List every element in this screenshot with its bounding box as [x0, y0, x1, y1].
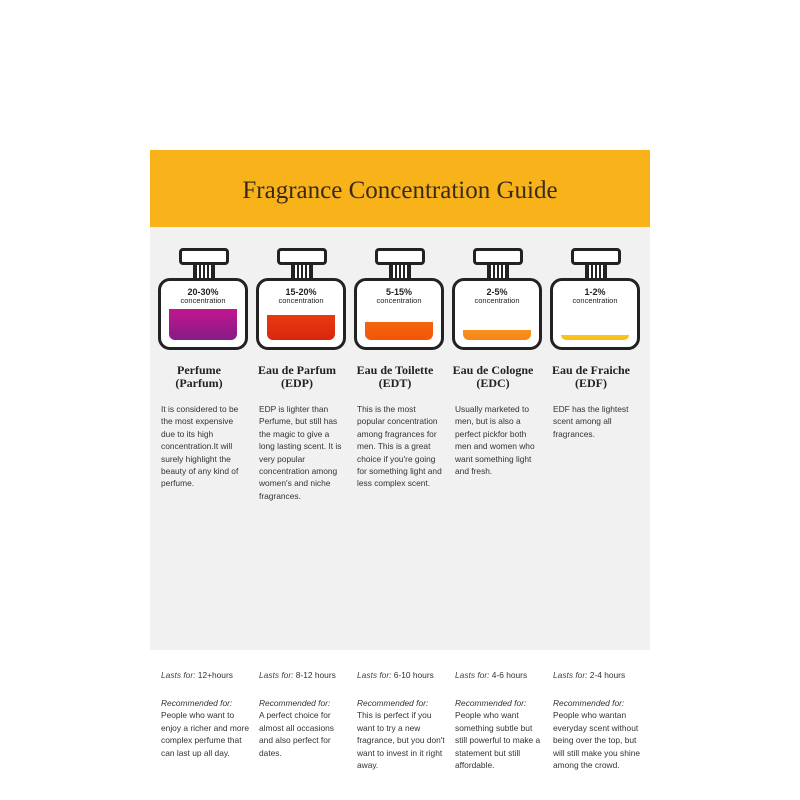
- concentration-percent: 5-15%: [385, 287, 412, 297]
- recommended-label: Recommended for:: [357, 698, 429, 708]
- fragrance-column: 2-5% concentration Eau de Cologne (EDC) U…: [444, 245, 542, 770]
- lasts-label: Lasts for:: [553, 670, 588, 680]
- lasts-label: Lasts for:: [455, 670, 490, 680]
- liquid-level: [365, 322, 433, 340]
- name-text: Eau de Cologne: [452, 363, 534, 377]
- fragrance-column: 15-20% concentration Eau de Parfum (EDP) …: [248, 245, 346, 758]
- fragrance-column: 20-30% concentration Perfume (Parfum) It …: [150, 245, 249, 758]
- recommended-label: Recommended for:: [259, 698, 331, 708]
- name-text: Perfume: [177, 363, 221, 377]
- fragrance-name: Eau de Cologne (EDC): [444, 364, 542, 394]
- recommended-label: Recommended for:: [553, 698, 625, 708]
- fragrance-column: 5-15% concentration Eau de Toilette (EDT)…: [346, 245, 445, 770]
- recommended-for: Recommended for: People who want somethin…: [455, 697, 545, 771]
- lasts-for: Lasts for: 6-10 hours: [357, 670, 434, 680]
- fragrance-column: 1-2% concentration Eau de Fraiche (EDF) E…: [542, 245, 640, 770]
- fragrance-name: Perfume (Parfum): [150, 364, 248, 394]
- bottle-neck: [291, 265, 313, 279]
- bottle-cap: [473, 248, 523, 265]
- description: It is considered to be the most expensiv…: [161, 404, 239, 489]
- recommended-for: Recommended for: People who want to enjoy…: [161, 697, 251, 759]
- lasts-label: Lasts for:: [259, 670, 294, 680]
- concentration-label: concentration: [376, 296, 422, 305]
- concentration-label: concentration: [474, 296, 520, 305]
- description: EDF has the lightest scent among all fra…: [553, 404, 629, 439]
- perfume-bottle-icon: 1-2% concentration: [550, 245, 640, 350]
- name-abbr: (Parfum): [175, 376, 223, 390]
- recommended-label: Recommended for:: [161, 698, 233, 708]
- lasts-value: 8-12 hours: [295, 670, 336, 680]
- bottle-body: 1-2% concentration: [550, 278, 640, 350]
- lasts-value: 4-6 hours: [491, 670, 528, 680]
- recommended-label: Recommended for:: [455, 698, 527, 708]
- lasts-value: 6-10 hours: [393, 670, 434, 680]
- liquid-level: [267, 315, 335, 340]
- lasts-for: Lasts for: 12+hours: [161, 670, 233, 680]
- name-abbr: (EDC): [476, 376, 510, 390]
- recommended-text: People who want to enjoy a richer and mo…: [161, 710, 249, 758]
- lasts-value: 12+hours: [197, 670, 233, 680]
- concentration-label: concentration: [572, 296, 618, 305]
- lasts-label: Lasts for:: [357, 670, 392, 680]
- liquid-level: [463, 329, 531, 340]
- bottle-body: 20-30% concentration: [158, 278, 248, 350]
- recommended-for: Recommended for: A perfect choice for alm…: [259, 697, 349, 759]
- bottle-body: 2-5% concentration: [452, 278, 542, 350]
- name-text: Eau de Fraiche: [552, 363, 630, 377]
- concentration-percent: 20-30%: [187, 287, 219, 297]
- liquid-level: [561, 334, 629, 340]
- lasts-label: Lasts for:: [161, 670, 196, 680]
- recommended-text: People who want something subtle but sti…: [455, 710, 541, 771]
- lasts-for: Lasts for: 2-4 hours: [553, 670, 625, 680]
- header-banner: Fragrance Concentration Guide: [150, 150, 650, 227]
- name-abbr: (EDP): [281, 376, 313, 390]
- name-text: Eau de Toilette: [356, 363, 434, 377]
- concentration-percent: 2-5%: [486, 287, 508, 297]
- bottle-cap: [179, 248, 229, 265]
- recommended-text: People who wantan everyday scent without…: [553, 710, 641, 771]
- liquid-level: [169, 308, 237, 340]
- name-text: Eau de Parfum: [258, 363, 336, 377]
- lasts-value: 2-4 hours: [589, 670, 626, 680]
- bottle-neck: [193, 265, 215, 279]
- concentration-percent: 1-2%: [584, 287, 606, 297]
- recommended-for: Recommended for: People who wantan everyd…: [553, 697, 643, 771]
- perfume-bottle-icon: 20-30% concentration: [158, 245, 248, 350]
- lasts-for: Lasts for: 8-12 hours: [259, 670, 336, 680]
- fragrance-name: Eau de Toilette (EDT): [346, 364, 444, 394]
- bottle-neck: [487, 265, 509, 279]
- perfume-bottle-icon: 5-15% concentration: [354, 245, 444, 350]
- infographic-panel: Fragrance Concentration Guide 20-30% con…: [150, 150, 650, 770]
- name-abbr: (EDT): [378, 376, 412, 390]
- page-title: Fragrance Concentration Guide: [242, 176, 558, 204]
- name-abbr: (EDF): [575, 376, 607, 390]
- recommended-text: This is perfect if you want to try a new…: [357, 710, 445, 771]
- description: EDP is lighter than Perfume, but still h…: [259, 404, 342, 501]
- fragrance-name: Eau de Fraiche (EDF): [542, 364, 640, 394]
- fragrance-name: Eau de Parfum (EDP): [248, 364, 346, 394]
- description: This is the most popular concentration a…: [357, 404, 442, 489]
- concentration-percent: 15-20%: [285, 287, 317, 297]
- bottle-body: 15-20% concentration: [256, 278, 346, 350]
- description: Usually marketed to men, but is also a p…: [455, 404, 535, 477]
- bottle-cap: [571, 248, 621, 265]
- perfume-bottle-icon: 15-20% concentration: [256, 245, 346, 350]
- bottle-cap: [375, 248, 425, 265]
- bottle-body: 5-15% concentration: [354, 278, 444, 350]
- bottle-neck: [585, 265, 607, 279]
- bottle-cap: [277, 248, 327, 265]
- bottle-neck: [389, 265, 411, 279]
- recommended-text: A perfect choice for almost all occasion…: [259, 710, 334, 758]
- recommended-for: Recommended for: This is perfect if you w…: [357, 697, 447, 771]
- concentration-label: concentration: [180, 296, 226, 305]
- concentration-label: concentration: [278, 296, 324, 305]
- lasts-for: Lasts for: 4-6 hours: [455, 670, 527, 680]
- perfume-bottle-icon: 2-5% concentration: [452, 245, 542, 350]
